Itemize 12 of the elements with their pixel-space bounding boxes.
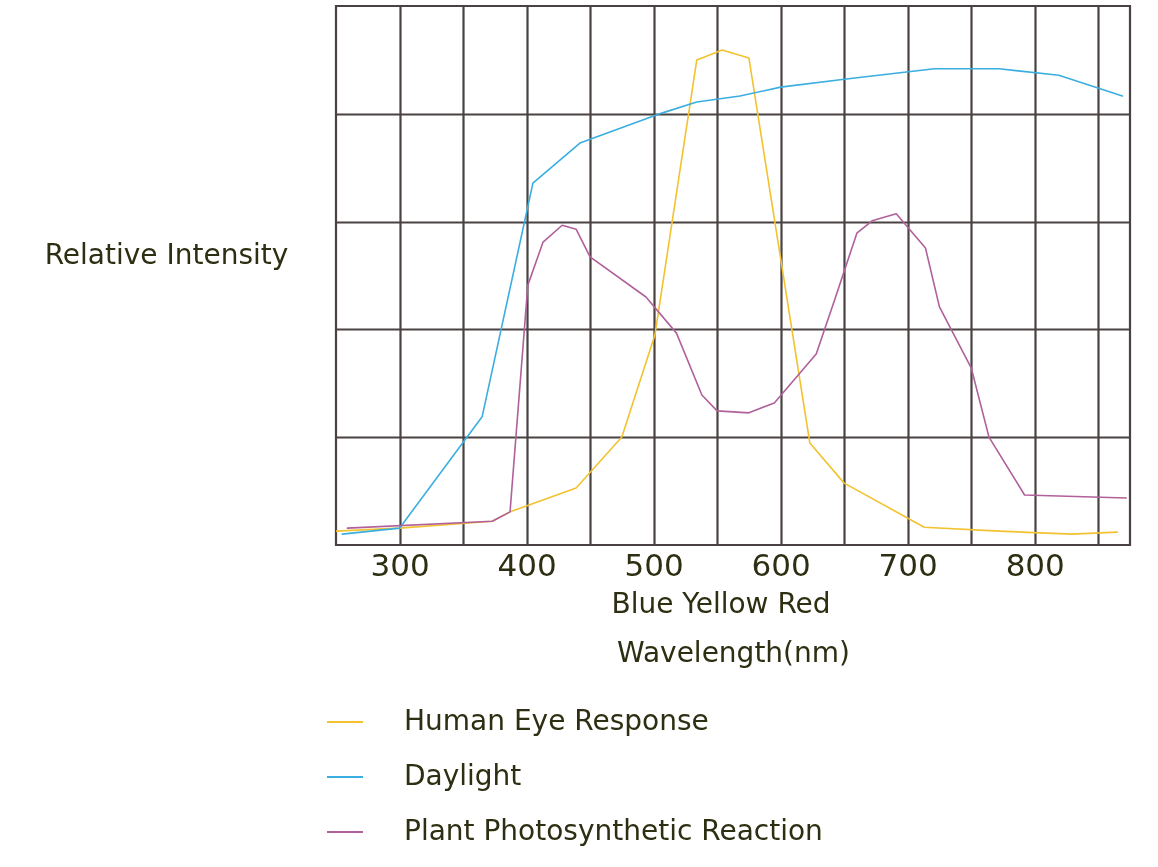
legend-label: Plant Photosynthetic Reaction xyxy=(404,814,823,847)
x-tick-label: 800 xyxy=(1005,546,1065,583)
text: Blue Yellow Red xyxy=(611,587,831,620)
legend-label: Daylight xyxy=(404,759,522,792)
legend-label: Human Eye Response xyxy=(404,704,709,737)
x-axis-title: Wavelength(nm) xyxy=(617,635,850,669)
x-tick-label: 700 xyxy=(878,546,938,583)
y-axis-title: Relative Intensity xyxy=(44,238,289,271)
x-tick-label: 600 xyxy=(751,546,811,583)
x-tick-label: 500 xyxy=(624,546,684,583)
x-tick-label: 400 xyxy=(497,546,557,583)
x-tick-label: 300 xyxy=(370,546,430,583)
